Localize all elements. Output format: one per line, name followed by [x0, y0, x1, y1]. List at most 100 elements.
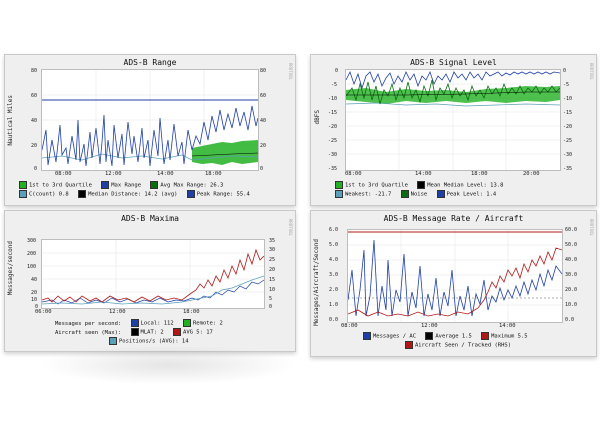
legend-item: Mean Median Level: 13.8	[417, 181, 503, 189]
legend-item: Peak Level: 1.4	[436, 190, 497, 198]
range-xtick: 18:00	[205, 171, 222, 177]
legend-label: Peak Level: 1.4	[446, 191, 497, 198]
msgrate-xtick: 14:00	[499, 323, 516, 329]
legend-label: Positions/s (AVG): 14	[119, 338, 189, 345]
msgrate-ytick-right: 30.0	[565, 272, 578, 278]
maxima-legend-row-1: Messages per second: Local: 112 Remote: …	[55, 319, 229, 327]
maxima-graph-ylabel: Messages/second	[7, 241, 14, 296]
legend-label: Aircraft Seen / Tracked (RHS)	[415, 342, 512, 349]
range-xtick: 14:00	[157, 171, 174, 177]
range-legend-row-2: C(count) 0.8 Median Distance: 14.2 (avg)…	[19, 190, 256, 198]
legend-label: 1st to 3rd Quartile	[345, 182, 408, 189]
legend-swatch	[130, 319, 139, 327]
signal-ytick: -5	[331, 82, 338, 88]
maxima-ytick-right: 30	[269, 247, 276, 253]
legend-label: Average 1.5	[435, 333, 472, 340]
maxima-ytick-right: 15	[269, 277, 276, 283]
msgrate-plot-area[interactable]	[347, 229, 563, 323]
maxima-graph-side-tag: RRDTOOL	[288, 219, 293, 236]
maxima-plot-area[interactable]	[41, 239, 265, 309]
range-legend-row-1: 1st to 3rd Quartile Max Range Avg Max Ra…	[19, 181, 229, 189]
signal-graph-panel[interactable]: ADS-B Signal Level RRDTOOL dBFS 0 -5 -10…	[310, 54, 597, 206]
signal-ytick: -10	[328, 96, 338, 102]
maxima-ytick-right: 20	[269, 267, 276, 273]
signal-legend-row-1: 1st to 3rd Quartile Mean Median Level: 1…	[335, 181, 509, 189]
range-ytick: 80	[31, 68, 38, 74]
legend-swatch	[78, 190, 87, 198]
legend-item: Positions/s (AVG): 14	[109, 337, 189, 345]
legend-swatch	[130, 328, 139, 336]
msgrate-ytick: 1.0	[329, 302, 339, 308]
maxima-xtick: 12:00	[109, 309, 126, 315]
range-graph-panel[interactable]: ADS-B Range RRDTOOL Nautical Miles 80 60…	[4, 54, 296, 206]
maxima-graph-panel[interactable]: ADS-B Maxima RRDTOOL Messages/second 30 0…	[4, 210, 296, 352]
maxima-plot-svg	[42, 240, 264, 308]
legend-label: Mean Median Level: 13.8	[427, 182, 504, 189]
legend-swatch	[173, 328, 182, 336]
range-max-series	[42, 105, 258, 167]
maxima-graph-title: ADS-B Maxima	[121, 214, 179, 223]
maxima-teal-series	[42, 275, 264, 305]
legend-label: Noise	[410, 191, 428, 198]
range-graph-ylabel: Nautical Miles	[7, 95, 14, 146]
range-ytick: 0	[34, 166, 38, 172]
maxima-ytick: 0	[35, 304, 39, 310]
maxima-ytick-right: 5	[269, 296, 273, 302]
range-plot-area[interactable]	[41, 69, 259, 171]
legend-swatch	[335, 181, 343, 189]
legend-label: Messages per second:	[55, 320, 122, 327]
signal-ytick-right: -30	[563, 152, 573, 158]
legend-item: 1st to 3rd Quartile	[19, 181, 92, 189]
legend-label: 1st to 3rd Quartile	[29, 182, 92, 189]
legend-item: Weakest: -21.7	[335, 190, 391, 198]
legend-label: C(count) 0.8	[29, 191, 69, 198]
signal-xtick: 18:00	[471, 171, 488, 177]
maxima-blue-series	[42, 279, 264, 305]
msgrate-graph-panel[interactable]: ADS-B Message Rate / Aircraft RRDTOOL Me…	[310, 210, 597, 357]
reflection-shadow	[38, 345, 298, 385]
range-quartile-band	[192, 140, 258, 165]
legend-label: Maximum 5.5	[491, 333, 528, 340]
signal-ytick-right: -20	[563, 124, 573, 130]
legend-item: Aircraft Seen / Tracked (RHS)	[405, 341, 511, 349]
signal-weakest-series	[346, 102, 560, 107]
maxima-legend-row-2: Aircraft seen (Max): MLAT: 2 AVG 5: 17	[55, 328, 219, 336]
legend-swatch	[109, 337, 117, 345]
legend-swatch	[19, 181, 27, 189]
legend-label: Max Range	[111, 182, 142, 189]
maxima-ytick: 200	[27, 251, 37, 257]
signal-xtick: 20:00	[523, 171, 540, 177]
msgrate-ytick-right: 60.0	[565, 227, 578, 233]
range-xtick: 08:00	[55, 171, 72, 177]
range-plot-svg	[42, 70, 258, 170]
msgrate-legend-row-1: Messages / AC Average 1.5 Maximum 5.5	[363, 332, 534, 340]
signal-plot-area[interactable]	[345, 69, 561, 171]
maxima-legend-row-3: Positions/s (AVG): 14	[109, 337, 195, 345]
legend-item: Median Distance: 14.2 (avg)	[78, 190, 177, 198]
legend-label: Avg Max Range: 26.3	[160, 182, 224, 189]
legend-item: Max Range	[101, 181, 141, 189]
signal-xtick: 14:00	[415, 171, 432, 177]
legend-item: Average 1.5	[425, 332, 472, 340]
range-ytick: 40	[31, 118, 38, 124]
msgrate-graph-ylabel: Messages/Aircraft/Second	[313, 239, 320, 326]
msgrate-ytick-right: 20.0	[565, 287, 578, 293]
legend-swatch	[335, 190, 343, 198]
legend-item: C(count) 0.8	[19, 190, 69, 198]
signal-ytick-right: -5	[563, 82, 570, 88]
legend-item: Noise	[400, 190, 428, 198]
legend-item: Avg Max Range: 26.3	[150, 181, 223, 189]
legend-swatch	[436, 190, 445, 198]
range-ytick-right: 0	[260, 166, 264, 172]
legend-item: MLAT: 2	[130, 328, 164, 336]
legend-label: Median Distance: 14.2 (avg)	[88, 191, 178, 198]
signal-ytick-right: -25	[563, 138, 573, 144]
legend-swatch	[182, 319, 191, 327]
msgrate-ytick-right: 50.0	[565, 242, 578, 248]
msgrate-ytick-right: 0.0	[565, 317, 575, 323]
maxima-ytick-right: 0	[269, 304, 273, 310]
signal-plot-svg	[346, 70, 560, 170]
msgrate-ytick-right: 40.0	[565, 257, 578, 263]
msgrate-ytick: 3.0	[329, 272, 339, 278]
legend-item: Local: 112	[130, 319, 174, 327]
